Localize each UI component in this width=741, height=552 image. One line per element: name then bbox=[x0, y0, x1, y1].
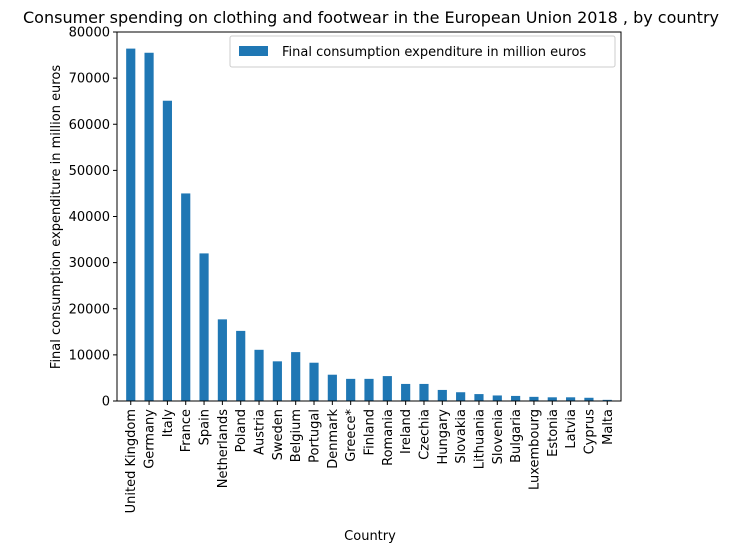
legend: Final consumption expenditure in million… bbox=[229, 35, 616, 68]
x-tick-label: Czechia bbox=[417, 409, 432, 460]
bar bbox=[162, 100, 172, 401]
y-axis-label: Final consumption expenditure in million… bbox=[49, 65, 64, 369]
x-tick-label: Italy bbox=[161, 409, 176, 438]
bar bbox=[511, 395, 521, 401]
x-tick-label: Slovakia bbox=[454, 409, 469, 464]
bar bbox=[309, 362, 319, 401]
x-tick-label: Latvia bbox=[564, 409, 579, 449]
x-tick-label: Romania bbox=[381, 409, 396, 466]
x-tick-label: Germany bbox=[143, 409, 158, 469]
bar bbox=[419, 383, 429, 401]
y-tick-label: 30000 bbox=[69, 256, 110, 271]
legend-swatch bbox=[239, 46, 268, 56]
y-tick-label: 20000 bbox=[69, 302, 110, 317]
x-tick-label: Netherlands bbox=[216, 409, 231, 488]
bar bbox=[126, 48, 136, 401]
bar bbox=[529, 396, 539, 401]
x-tick-label: Portugal bbox=[308, 409, 323, 463]
bar bbox=[401, 383, 411, 401]
bar bbox=[437, 389, 447, 401]
bar bbox=[181, 193, 191, 401]
bar bbox=[602, 399, 612, 401]
bar bbox=[547, 397, 557, 401]
bar bbox=[474, 394, 484, 401]
legend-label: Final consumption expenditure in million… bbox=[282, 45, 586, 60]
x-tick-label: Cyprus bbox=[582, 409, 597, 455]
y-tick-label: 0 bbox=[102, 395, 110, 410]
x-tick-label: Sweden bbox=[271, 409, 286, 460]
x-tick-label: Spain bbox=[198, 409, 213, 445]
bar bbox=[254, 349, 264, 401]
x-axis-label: Country bbox=[344, 529, 396, 544]
bar bbox=[236, 330, 246, 401]
y-tick-label: 60000 bbox=[69, 118, 110, 133]
x-tick-label: Bulgaria bbox=[509, 409, 524, 463]
axes: 0 10000 20000 30000 40000 50000 60000 70000 8000… bbox=[69, 26, 622, 513]
legend-frame bbox=[229, 35, 616, 68]
bar bbox=[272, 361, 282, 401]
bar bbox=[217, 319, 227, 401]
bar bbox=[144, 52, 154, 401]
bar bbox=[291, 352, 301, 401]
y-tick-label: 40000 bbox=[69, 210, 110, 225]
x-tick-label: Slovenia bbox=[491, 409, 506, 464]
bar bbox=[382, 376, 392, 401]
chart-title: Consumer spending on clothing and footwe… bbox=[23, 8, 719, 27]
bar bbox=[199, 253, 209, 401]
x-tick-label: Belgium bbox=[289, 409, 304, 462]
y-tick-label: 10000 bbox=[69, 348, 110, 363]
plot-frame bbox=[116, 31, 622, 402]
y-tick-label: 80000 bbox=[69, 26, 110, 41]
x-tick-label: Denmark bbox=[326, 409, 341, 469]
x-tick-label: Austria bbox=[253, 409, 268, 455]
bar bbox=[584, 397, 594, 401]
x-tick-label: Hungary bbox=[436, 409, 451, 465]
bar bbox=[327, 374, 337, 401]
plot-area bbox=[126, 48, 612, 401]
x-tick-label: Luxembourg bbox=[527, 409, 542, 490]
x-tick-label: France bbox=[179, 409, 194, 452]
x-tick-label: Poland bbox=[234, 409, 249, 452]
bar bbox=[492, 395, 502, 401]
x-tick-label: Greece* bbox=[344, 409, 359, 462]
bar bbox=[346, 378, 356, 401]
y-tick-label: 50000 bbox=[69, 164, 110, 179]
bar bbox=[566, 397, 576, 401]
x-tick-label: Finland bbox=[363, 409, 378, 455]
y-tick-label: 70000 bbox=[69, 72, 110, 87]
bar bbox=[456, 392, 466, 401]
x-tick-label: Lithuania bbox=[472, 409, 487, 469]
x-tick-label: Estonia bbox=[546, 409, 561, 457]
x-tick-label: United Kingdom bbox=[124, 409, 139, 513]
x-tick-label: Malta bbox=[601, 409, 616, 445]
bar bbox=[364, 378, 374, 401]
x-tick-label: Ireland bbox=[399, 409, 414, 454]
